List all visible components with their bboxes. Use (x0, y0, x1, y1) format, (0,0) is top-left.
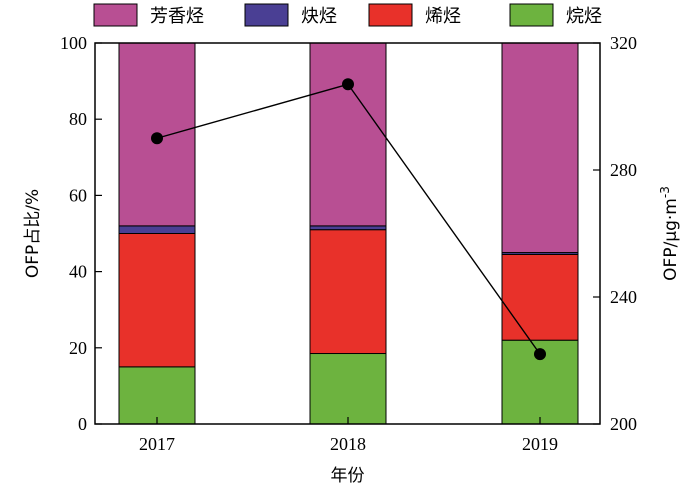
legend-swatch-1 (244, 3, 289, 27)
legend-swatch-0 (93, 3, 138, 27)
legend-label-1: 炔烃 (301, 6, 337, 27)
x-tick-label-2019: 2019 (522, 434, 558, 454)
bar-2017-series-2 (118, 225, 196, 235)
legend: 芳香烃 炔烃 烯烃 烷烃 (93, 3, 602, 27)
line-point-2017 (151, 132, 163, 145)
bar-2017-series-1 (118, 233, 196, 368)
y-axis-title: OFP占比/% (23, 189, 43, 278)
y-right-tick-label-280: 280 (610, 160, 637, 180)
line-series (151, 78, 546, 361)
y-axis-right-title-main: OFP/μg·m (661, 198, 681, 281)
bar-2018-series-1 (309, 229, 387, 355)
legend-swatch-3 (509, 3, 554, 27)
bars (118, 42, 579, 425)
y-tick-label-60: 60 (69, 185, 87, 205)
line-point-2018 (342, 78, 354, 91)
bar-2017-series-0 (118, 366, 196, 425)
bar-2018-series-0 (309, 353, 387, 425)
legend-swatch-2 (368, 3, 413, 27)
x-axis-title: 年份 (331, 466, 365, 486)
legend-label-0: 芳香烃 (150, 6, 204, 27)
bar-2019-series-1 (501, 253, 579, 341)
y-right-tick-label-200: 200 (610, 414, 637, 434)
bar-2018-series-2 (309, 225, 387, 231)
y-axis-right-title: OFP/μg·m-3 (658, 186, 681, 281)
y-right-tick-label-240: 240 (610, 287, 637, 307)
bar-2019-series-3 (501, 42, 579, 254)
legend-label-3: 烷烃 (566, 6, 602, 27)
left-axis: 0 20 40 60 80 100 (60, 33, 102, 434)
line-point-2019 (534, 348, 546, 361)
x-tick-label-2018: 2018 (330, 434, 366, 454)
x-axis: 2017 2018 2019 (139, 417, 558, 454)
x-tick-label-2017: 2017 (139, 434, 175, 454)
y-tick-label-100: 100 (60, 33, 87, 53)
y-tick-label-40: 40 (69, 262, 87, 282)
y-tick-label-80: 80 (69, 109, 87, 129)
bar-2018-series-3 (309, 42, 387, 227)
y-axis-right-title-exponent: -3 (658, 186, 672, 198)
y-tick-label-20: 20 (69, 338, 87, 358)
legend-label-2: 烯烃 (425, 6, 461, 27)
y-tick-label-0: 0 (78, 414, 87, 434)
y-right-tick-label-320: 320 (610, 33, 637, 53)
right-axis: 200 240 280 320 (593, 33, 637, 434)
